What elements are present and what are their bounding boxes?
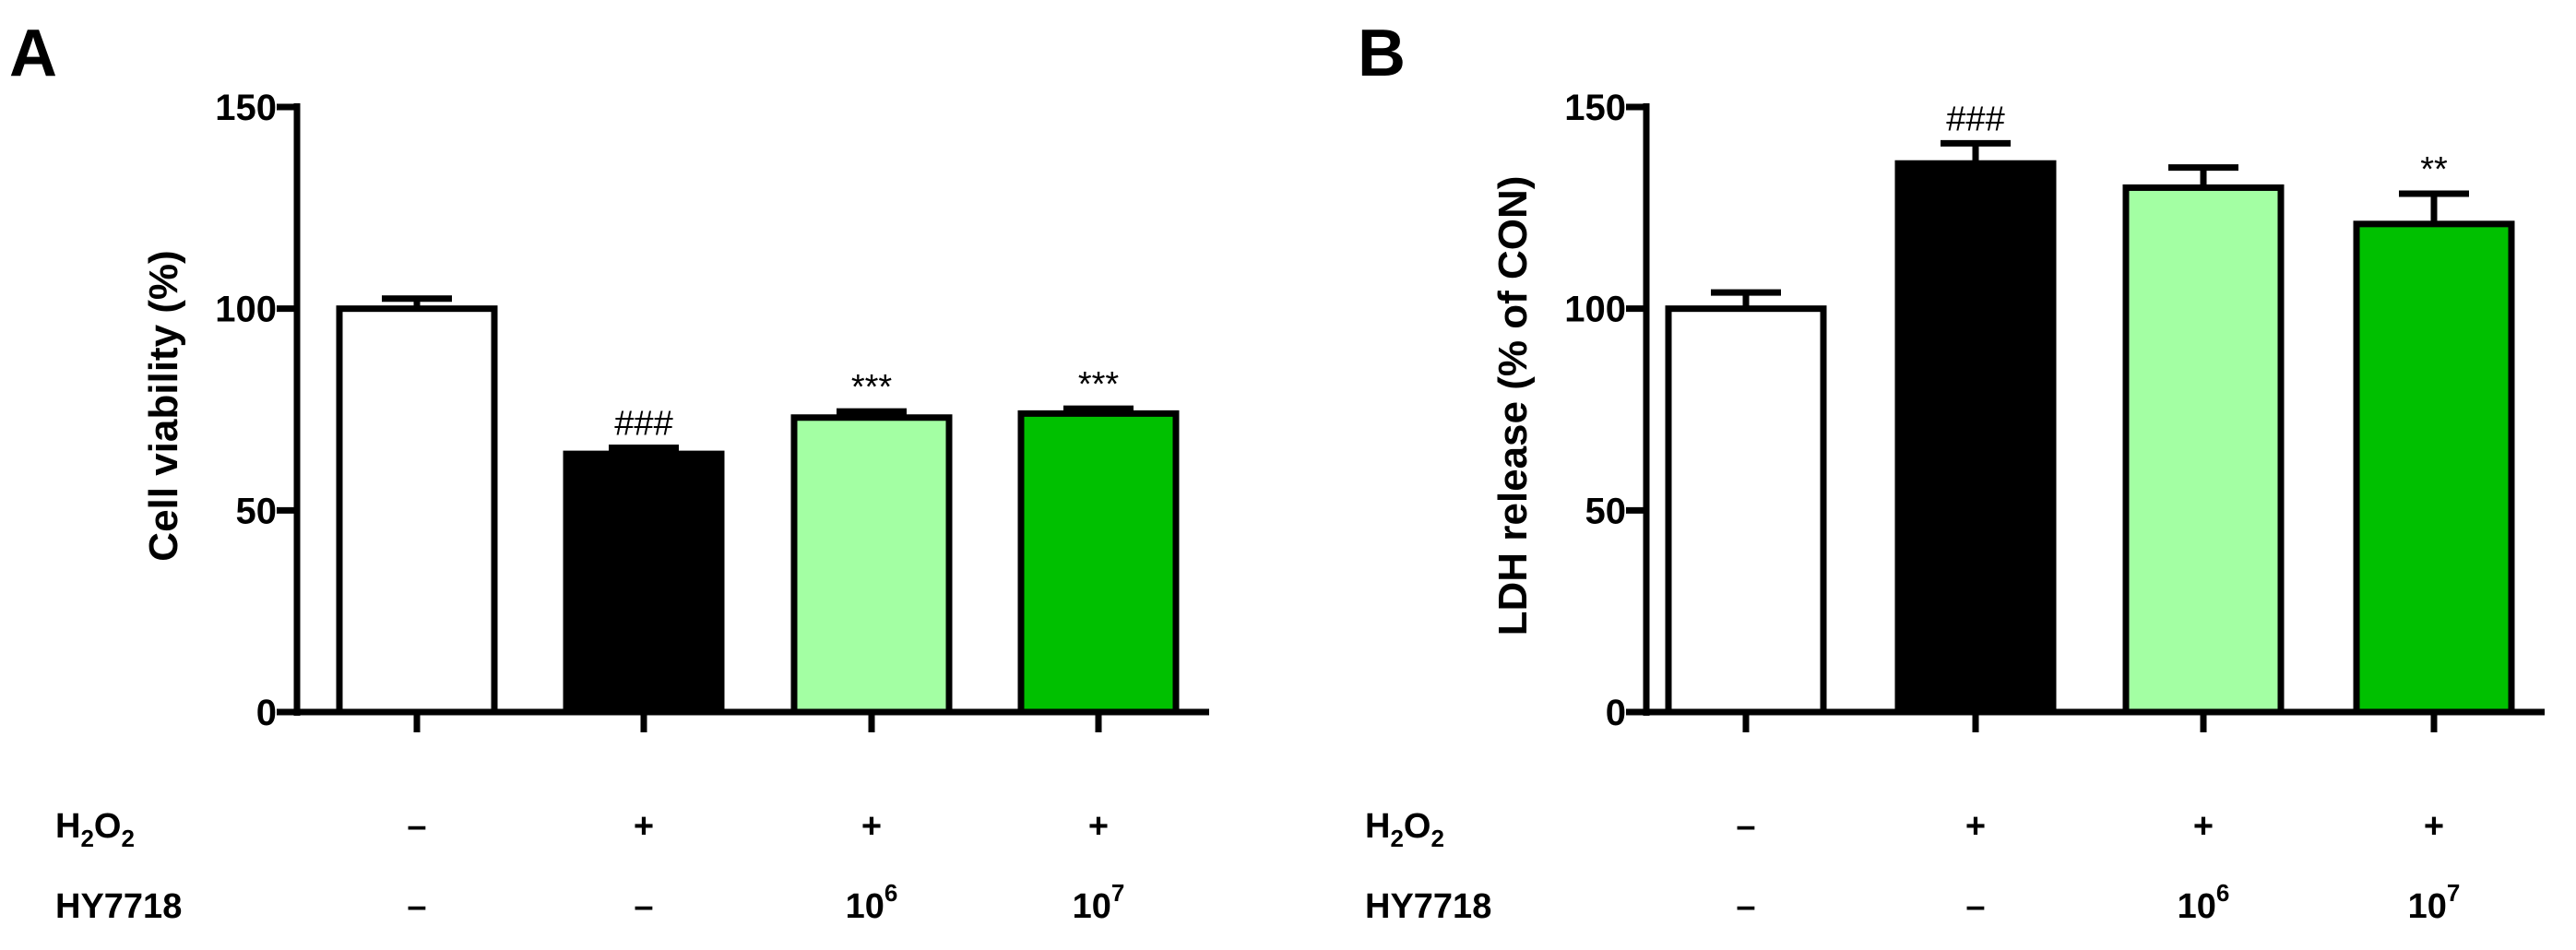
- h2o2-condition: +: [2424, 807, 2444, 846]
- significance-label: ###: [1946, 100, 2004, 138]
- panel-a: A Cell viability (%) ### *** *** 0 50 100 150…: [9, 17, 1209, 926]
- y-tick-label: 100: [1564, 290, 1626, 330]
- hy7718-condition: 107: [1073, 879, 1125, 926]
- significance-label: **: [2420, 150, 2448, 189]
- y-axis: 0 50 100 150: [1564, 88, 2545, 733]
- bar: [563, 450, 725, 716]
- panel-letter: A: [9, 17, 57, 90]
- h2o2-condition: +: [861, 807, 882, 846]
- significance-label: ***: [851, 368, 893, 407]
- condition-table: H2O2 HY7718 – + + + – – 106 107: [55, 807, 1124, 926]
- bar: [336, 305, 498, 716]
- bars-group: ### *** ***: [336, 295, 1180, 716]
- y-axis-title: LDH release (% of CON): [1490, 176, 1536, 636]
- h2o2-condition: +: [2193, 807, 2214, 846]
- bars-group: ### **: [1665, 100, 2515, 716]
- h2o2-condition: –: [1736, 807, 1755, 846]
- bar: [790, 414, 953, 716]
- hy7718-row-label: HY7718: [55, 887, 182, 926]
- panel-letter: B: [1358, 17, 1406, 90]
- condition-table: H2O2 HY7718 – + + + – – 106 107: [1365, 807, 2460, 926]
- y-tick-label: 100: [215, 290, 277, 330]
- h2o2-row-label: H2O2: [55, 807, 135, 852]
- bar: [1894, 160, 2057, 716]
- hy7718-condition: –: [407, 887, 426, 926]
- bar: [1665, 305, 1827, 716]
- y-tick-label: 50: [236, 491, 278, 531]
- y-axis-title: Cell viability (%): [141, 250, 186, 561]
- y-axis: 0 50 100 150: [215, 88, 1209, 733]
- y-tick-label: 50: [1585, 491, 1627, 531]
- bar: [2353, 220, 2515, 716]
- hy7718-condition: –: [1736, 887, 1755, 926]
- bar: [2122, 184, 2285, 716]
- h2o2-condition: –: [407, 807, 426, 846]
- y-tick-label: 150: [1564, 88, 1626, 128]
- panel-b: B LDH release (% of CON) ### ** 0 50 100 150…: [1358, 17, 2545, 926]
- bar: [1017, 410, 1180, 716]
- y-tick-label: 0: [1606, 693, 1626, 733]
- significance-label: ***: [1078, 365, 1120, 404]
- h2o2-condition: +: [634, 807, 654, 846]
- h2o2-row-label: H2O2: [1365, 807, 1444, 852]
- hy7718-condition: –: [634, 887, 653, 926]
- significance-label: ###: [614, 405, 672, 444]
- y-tick-label: 0: [256, 693, 277, 733]
- hy7718-condition: –: [1965, 887, 1985, 926]
- h2o2-condition: +: [1965, 807, 1986, 846]
- hy7718-condition: 106: [846, 879, 898, 926]
- hy7718-condition: 106: [2178, 879, 2230, 926]
- y-tick-label: 150: [215, 88, 277, 128]
- hy7718-row-label: HY7718: [1365, 887, 1491, 926]
- hy7718-condition: 107: [2408, 879, 2461, 926]
- h2o2-condition: +: [1088, 807, 1109, 846]
